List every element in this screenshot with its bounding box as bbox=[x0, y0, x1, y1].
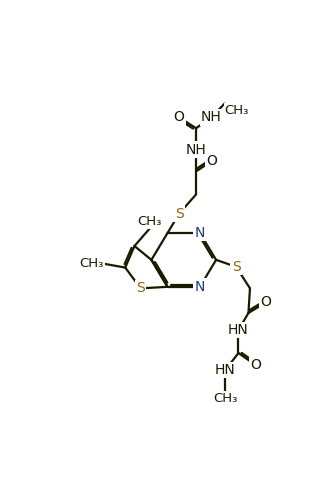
Text: O: O bbox=[251, 358, 262, 372]
Text: CH₃: CH₃ bbox=[224, 104, 249, 117]
Text: O: O bbox=[174, 110, 184, 124]
Text: S: S bbox=[175, 206, 183, 221]
Text: S: S bbox=[136, 282, 145, 295]
Text: HN: HN bbox=[228, 323, 249, 337]
Text: N: N bbox=[195, 226, 205, 240]
Text: CH₃: CH₃ bbox=[79, 257, 104, 270]
Text: CH₃: CH₃ bbox=[138, 215, 162, 228]
Text: O: O bbox=[261, 295, 272, 309]
Text: S: S bbox=[232, 260, 241, 274]
Text: NH: NH bbox=[201, 110, 222, 124]
Text: N: N bbox=[195, 280, 205, 294]
Text: O: O bbox=[206, 154, 217, 168]
Text: NH: NH bbox=[186, 143, 207, 157]
Text: CH₃: CH₃ bbox=[213, 392, 238, 405]
Text: HN: HN bbox=[215, 363, 236, 377]
